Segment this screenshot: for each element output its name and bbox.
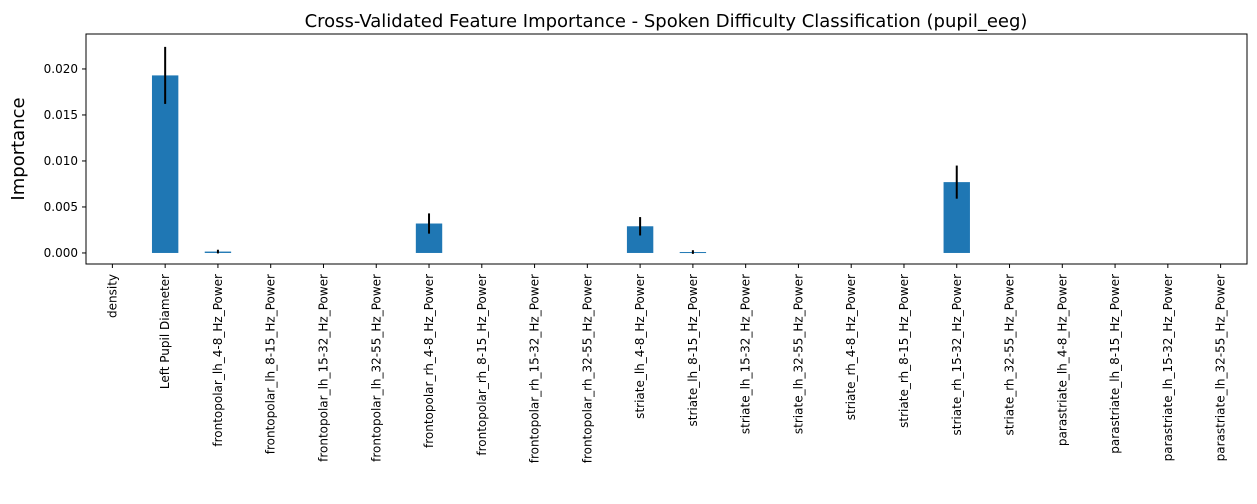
x-tick-label: frontopolar_rh_8-15_Hz_Power [475, 274, 489, 456]
error-bars-group [164, 46, 958, 254]
x-tick-label: density [105, 274, 119, 318]
chart-title: Cross-Validated Feature Importance - Spo… [305, 11, 1028, 32]
plot-frame [85, 33, 1248, 265]
x-tick-label: parastriate_lh_4-8_Hz_Power [1055, 274, 1069, 446]
x-tick-label: frontopolar_lh_32-55_Hz_Power [369, 274, 383, 462]
x-tick-label: striate_rh_32-55_Hz_Power [1003, 274, 1017, 436]
x-tick-label: frontopolar_lh_4-8_Hz_Power [211, 274, 225, 447]
x-tick-label: Left Pupil Diameter [158, 274, 172, 389]
x-tick-label: striate_lh_15-32_Hz_Power [739, 274, 753, 434]
x-tick-label: striate_lh_4-8_Hz_Power [633, 274, 647, 419]
x-tick-label: striate_rh_8-15_Hz_Power [897, 274, 911, 428]
x-tick-label: frontopolar_rh_32-55_Hz_Power [580, 274, 594, 463]
y-tick-label: 0.020 [44, 62, 78, 76]
y-axis-label: Importance [8, 97, 29, 200]
bars-group [151, 75, 970, 254]
x-tick-label: striate_lh_8-15_Hz_Power [686, 274, 700, 427]
x-tick-label: parastriate_lh_32-55_Hz_Power [1214, 274, 1228, 461]
y-tick-label: 0.010 [44, 154, 78, 168]
x-tick-label: frontopolar_lh_8-15_Hz_Power [264, 274, 278, 454]
y-tick-label: 0.000 [44, 246, 78, 260]
x-tick-label: parastriate_lh_15-32_Hz_Power [1161, 274, 1175, 461]
x-tick-label: frontopolar_rh_15-32_Hz_Power [528, 274, 542, 463]
bar [151, 75, 179, 253]
y-tick-label: 0.005 [44, 200, 78, 214]
x-tick-label: striate_rh_4-8_Hz_Power [844, 274, 858, 420]
x-tick-label: frontopolar_lh_15-32_Hz_Power [316, 274, 330, 462]
x-tick-label: parastriate_lh_8-15_Hz_Power [1108, 274, 1122, 454]
x-tick-label: striate_rh_15-32_Hz_Power [950, 274, 964, 436]
x-tick-label: frontopolar_rh_4-8_Hz_Power [422, 274, 436, 448]
y-tick-label: 0.015 [44, 108, 78, 122]
x-axis-ticks: density Left Pupil Diameter frontopolar_lh… [105, 264, 1228, 463]
x-tick-label: striate_lh_32-55_Hz_Power [791, 274, 805, 434]
y-axis-ticks: 0.000 0.005 0.010 0.015 0.020 [44, 62, 86, 260]
